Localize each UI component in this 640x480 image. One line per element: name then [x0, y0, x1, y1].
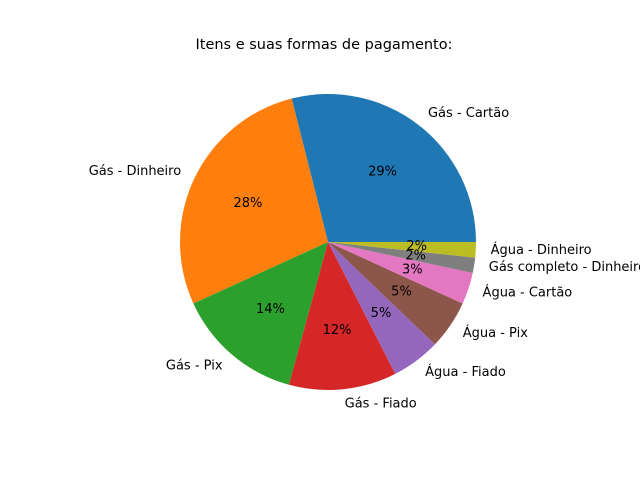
slice-label-6: Água - Cartão [483, 285, 573, 301]
slice-label-3: Gás - Fiado [345, 396, 417, 411]
slice-percent-2: 14% [256, 302, 285, 317]
slice-percent-8: 2% [406, 239, 427, 254]
pie-slice-2 [193, 242, 328, 385]
pie-slice-4 [328, 242, 435, 374]
slice-percent-7: 2% [405, 249, 426, 264]
slice-label-4: Água - Fiado [425, 364, 506, 380]
slice-label-0: Gás - Cartão [428, 106, 509, 121]
slice-percent-1: 28% [233, 196, 262, 211]
slice-label-2: Gás - Pix [166, 359, 223, 374]
slice-percent-0: 29% [368, 164, 397, 179]
pie-slice-3 [288, 242, 396, 390]
slice-percent-6: 3% [402, 262, 423, 277]
slice-label-5: Água - Pix [463, 325, 528, 341]
slices-group [179, 93, 476, 390]
labels-group: Gás - Cartão 29% Gás - Dinheiro 28% Gás - Pi… [89, 106, 640, 411]
pie-slice-1 [179, 98, 328, 304]
pie-slice-6 [328, 242, 473, 304]
slice-label-7: Gás completo - Dinheiro [489, 260, 640, 275]
pie-slice-5 [328, 242, 463, 345]
slice-percent-3: 12% [323, 323, 352, 338]
pie-slice-8 [328, 242, 476, 258]
pie-slice-0 [291, 93, 476, 243]
chart-title: Itens e suas formas de pagamento: [195, 37, 452, 53]
slice-percent-4: 5% [371, 306, 392, 321]
slice-percent-5: 5% [391, 284, 412, 299]
slice-label-1: Gás - Dinheiro [89, 164, 182, 179]
pie-slice-7 [328, 242, 476, 274]
slice-label-8: Água - Dinheiro [491, 242, 592, 258]
